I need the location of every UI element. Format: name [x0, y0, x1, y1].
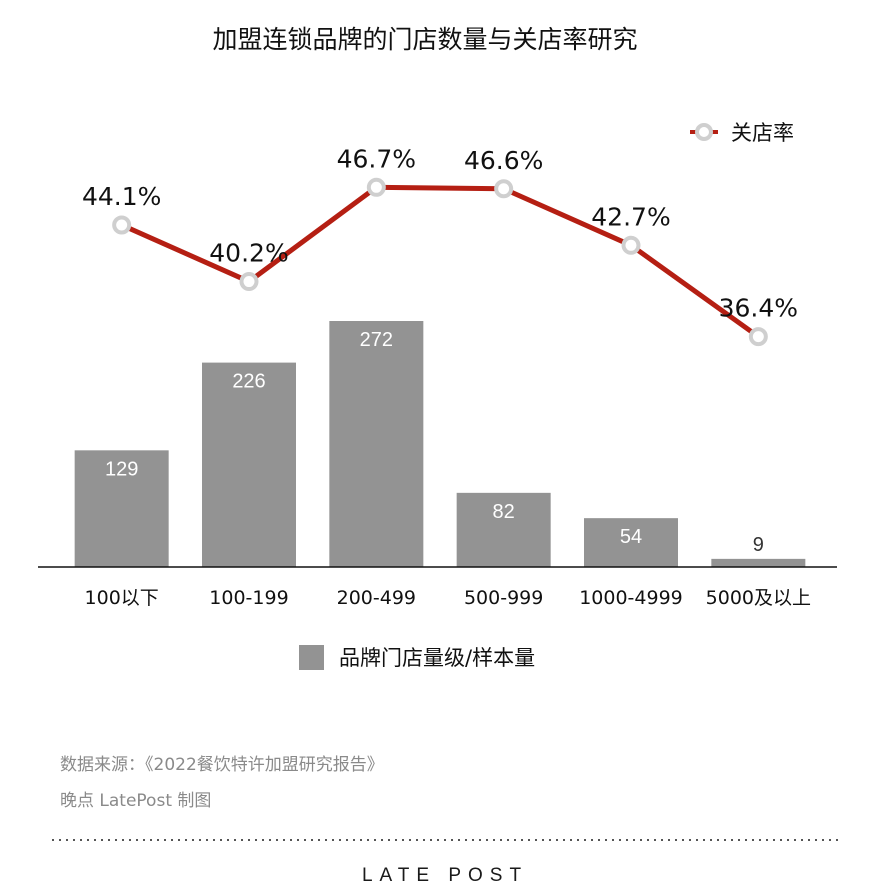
line-point-2: [366, 177, 386, 197]
line-legend: 关店率: [690, 121, 794, 145]
bar-value-label: 226: [232, 371, 265, 393]
bar-legend-swatch: [299, 645, 324, 670]
line-point-0: [112, 215, 132, 235]
bar-1: [202, 362, 296, 567]
bar-2: [329, 321, 424, 567]
line-value-label: 46.7%: [337, 144, 416, 173]
line-legend-marker: [695, 123, 713, 141]
bar-value-label: 129: [105, 458, 138, 480]
x-tick-label: 5000及以上: [706, 587, 811, 609]
bar-4: [584, 518, 678, 567]
bar-5: [711, 558, 806, 567]
chart-title: 加盟连锁品牌的门店数量与关店率研究: [212, 25, 637, 54]
bar-value-label: 54: [620, 526, 642, 548]
x-tick-label: 200-499: [337, 587, 416, 609]
line-value-label: 46.6%: [464, 146, 543, 175]
line-value-label: 44.1%: [82, 182, 161, 211]
credit-note: 晚点 LatePost 制图: [60, 791, 211, 811]
bar-value-label: 9: [753, 534, 764, 556]
bar-0: [74, 450, 169, 567]
bar-legend: 品牌门店量级/样本量: [299, 645, 535, 670]
brand-logo: LATE POST: [362, 865, 528, 886]
line-value-label: 42.7%: [591, 202, 670, 231]
bar-value-label: 82: [493, 501, 515, 523]
line-point-3: [494, 179, 514, 199]
line-point-5: [748, 327, 768, 347]
line-layer: 44.1% 40.2% 46.7% 46.6% 42.7% 36.4%: [82, 144, 798, 347]
bars-layer: 129 226 272 82 54 9: [74, 321, 806, 567]
line-point-4: [621, 235, 641, 255]
line-legend-label: 关店率: [731, 121, 794, 145]
x-tick-label: 500-999: [464, 587, 543, 609]
line-value-label: 40.2%: [209, 239, 288, 268]
x-tick-label: 100-199: [209, 587, 288, 609]
x-tick-label: 100以下: [85, 587, 159, 609]
closure-rate-line: [120, 184, 760, 339]
x-tick-label: 1000-4999: [579, 587, 683, 609]
line-value-label: 36.4%: [719, 294, 798, 323]
bar-3: [456, 492, 551, 567]
x-axis-tick-labels: 100以下 100-199 200-499 500-999 1000-4999 5000及…: [85, 587, 811, 609]
bar-value-label: 272: [360, 329, 393, 351]
source-note: 数据来源：《2022餐饮特许加盟研究报告》: [60, 755, 384, 775]
bar-legend-label: 品牌门店量级/样本量: [339, 646, 535, 670]
line-point-1: [239, 272, 259, 292]
